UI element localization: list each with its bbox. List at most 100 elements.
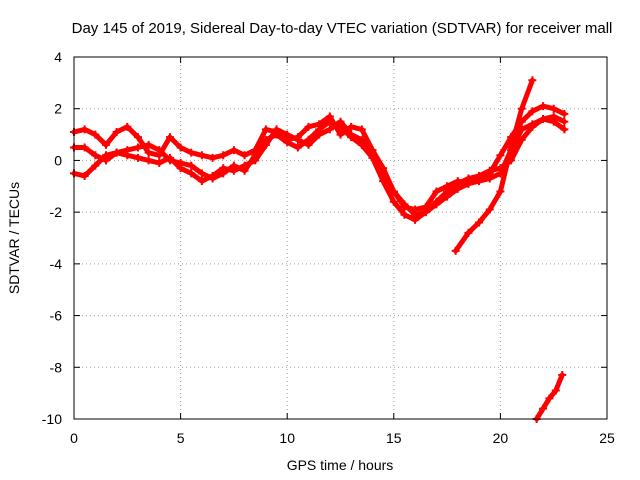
data-point <box>400 210 409 219</box>
data-point <box>549 104 558 113</box>
data-point <box>347 122 356 131</box>
data-series <box>70 76 569 423</box>
data-point <box>187 161 196 170</box>
data-point <box>400 200 409 209</box>
y-tick-label: -10 <box>42 411 62 427</box>
data-point <box>240 151 249 160</box>
x-tick-label: 10 <box>279 430 295 446</box>
data-point <box>91 151 100 160</box>
data-point <box>539 102 548 111</box>
data-point <box>560 109 569 118</box>
data-point <box>133 143 142 152</box>
data-point <box>208 153 217 162</box>
x-tick-label: 20 <box>493 430 509 446</box>
data-point <box>155 146 164 155</box>
data-point <box>325 125 334 134</box>
data-point <box>304 140 313 149</box>
data-point <box>251 156 260 165</box>
data-point <box>507 143 516 152</box>
data-point <box>123 151 132 160</box>
data-point <box>421 208 430 217</box>
data-point <box>551 386 560 395</box>
data-point <box>357 135 366 144</box>
data-point <box>347 130 356 139</box>
data-point <box>475 218 484 227</box>
data-point <box>176 143 185 152</box>
data-point <box>485 174 494 183</box>
data-point <box>283 130 292 139</box>
chart-title: Day 145 of 2019, Sidereal Day-to-day VTE… <box>72 20 613 37</box>
data-point <box>144 140 153 149</box>
data-point <box>432 187 441 196</box>
data-point <box>144 148 153 157</box>
data-point <box>379 166 388 175</box>
data-point <box>187 148 196 157</box>
data-point <box>496 187 505 196</box>
data-point <box>187 169 196 178</box>
data-point <box>229 166 238 175</box>
data-point <box>283 138 292 147</box>
y-tick-label: 4 <box>54 49 62 65</box>
data-point <box>197 151 206 160</box>
data-point <box>293 143 302 152</box>
y-tick-label: -2 <box>50 204 63 220</box>
data-point <box>496 151 505 160</box>
data-point <box>560 125 569 134</box>
y-tick-label: -8 <box>50 359 63 375</box>
series-line <box>453 77 535 254</box>
x-tick-label: 5 <box>177 430 185 446</box>
x-axis-label: GPS time / hours <box>287 457 394 473</box>
axis-ticks: 0 5 10 15 20 25 -10 -8 -6 -4 -2 0 2 4 <box>42 49 615 446</box>
data-point <box>229 146 238 155</box>
data-point <box>155 159 164 168</box>
data-point <box>539 404 548 413</box>
data-point <box>133 153 142 162</box>
data-point <box>197 169 206 178</box>
data-point <box>517 125 526 134</box>
data-point <box>123 122 132 131</box>
y-tick-label: -4 <box>50 256 63 272</box>
data-point <box>560 117 569 126</box>
data-point <box>528 76 537 85</box>
data-point <box>293 135 302 144</box>
data-point <box>539 115 548 124</box>
y-tick-label: 2 <box>54 101 62 117</box>
data-point <box>91 161 100 170</box>
data-point <box>443 192 452 201</box>
data-point <box>558 371 567 380</box>
data-point <box>315 130 324 139</box>
data-point <box>451 246 460 255</box>
data-point <box>208 171 217 180</box>
data-point <box>464 228 473 237</box>
data-point <box>475 177 484 186</box>
data-point <box>336 130 345 139</box>
data-point <box>176 164 185 173</box>
x-tick-label: 25 <box>599 430 615 446</box>
data-point <box>411 210 420 219</box>
data-point <box>528 107 537 116</box>
data-point <box>165 133 174 142</box>
data-point <box>80 125 89 134</box>
series-track-4 <box>451 76 537 255</box>
data-point <box>219 151 228 160</box>
data-point <box>545 394 554 403</box>
data-point <box>528 120 537 129</box>
data-point <box>453 184 462 193</box>
y-tick-label: 0 <box>54 152 62 168</box>
data-point <box>517 104 526 113</box>
x-tick-label: 0 <box>70 430 78 446</box>
data-point <box>549 117 558 126</box>
data-point <box>464 179 473 188</box>
data-point <box>357 125 366 134</box>
data-point <box>240 161 249 170</box>
series-track-3 <box>70 115 569 219</box>
data-point <box>80 171 89 180</box>
data-point <box>219 164 228 173</box>
x-tick-label: 15 <box>386 430 402 446</box>
plot-frame <box>73 56 608 420</box>
data-point <box>91 130 100 139</box>
data-point <box>325 117 334 126</box>
data-point <box>272 125 281 134</box>
data-point <box>197 177 206 186</box>
